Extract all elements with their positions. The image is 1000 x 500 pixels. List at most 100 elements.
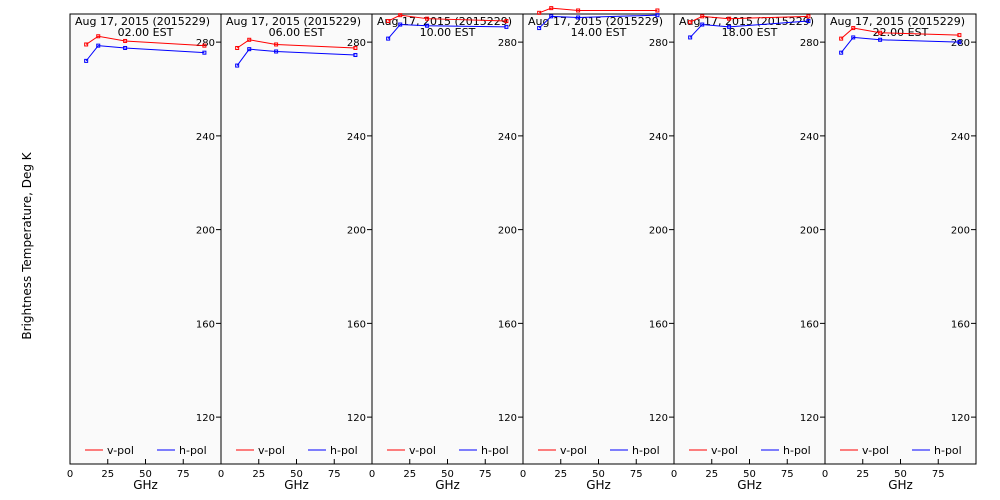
y-tick-label: 240 — [347, 132, 366, 143]
data-point-h-pol — [202, 50, 207, 55]
data-point-h-pol — [425, 23, 430, 28]
legend-label-v-pol: v-pol — [711, 444, 738, 457]
series-line-v-pol — [85, 35, 205, 47]
data-point-v-pol — [576, 8, 581, 13]
data-point-h-pol — [96, 43, 101, 48]
x-tick-label: 50 — [139, 469, 152, 480]
x-tick-label: 50 — [441, 469, 454, 480]
data-point-h-pol — [655, 13, 660, 18]
data-point-v-pol — [851, 26, 856, 31]
x-tick-label: 25 — [554, 469, 567, 480]
data-point-v-pol — [425, 16, 430, 21]
x-axis-label: GHz — [737, 478, 762, 492]
data-point-v-pol — [727, 16, 732, 21]
x-tick-label: 0 — [671, 469, 677, 480]
x-tick-label: 75 — [177, 469, 190, 480]
x-tick-label: 75 — [932, 469, 945, 480]
plot-area — [220, 13, 373, 465]
data-point-v-pol — [274, 42, 279, 47]
y-tick-label: 280 — [649, 38, 668, 49]
y-tick-label: 240 — [951, 132, 970, 143]
y-tick-label: 240 — [196, 132, 215, 143]
legend-label-h-pol: h-pol — [179, 444, 207, 457]
panel-title: Aug 17, 2015 (2015229) — [226, 15, 361, 28]
x-axis-label: GHz — [133, 478, 158, 492]
data-point-v-pol — [202, 43, 207, 48]
panel-5: 120 160 200 240 280 0 25 50 75 Aug 17, 2015 (2015… — [671, 13, 826, 492]
x-tick-label: 25 — [705, 469, 718, 480]
y-tick-label: 120 — [649, 413, 668, 424]
y-tick-label: 160 — [800, 319, 819, 330]
data-point-h-pol — [851, 35, 856, 40]
series-line-v-pol — [236, 39, 356, 49]
y-tick-label: 160 — [498, 319, 517, 330]
y-tick-label: 120 — [800, 413, 819, 424]
data-point-h-pol — [386, 36, 391, 41]
data-point-v-pol — [957, 33, 962, 38]
x-axis-label: GHz — [586, 478, 611, 492]
x-tick-label: 0 — [520, 469, 526, 480]
panel-title: Aug 17, 2015 (2015229) — [75, 15, 210, 28]
plot-area — [522, 13, 675, 465]
data-point-h-pol — [839, 50, 844, 55]
panel-subtitle: 10.00 EST — [420, 26, 476, 39]
panel-title: Aug 17, 2015 (2015229) — [528, 15, 663, 28]
y-tick-label: 200 — [498, 226, 517, 237]
legend-label-h-pol: h-pol — [783, 444, 811, 457]
x-tick-label: 25 — [252, 469, 265, 480]
plot-area — [824, 13, 977, 465]
data-point-v-pol — [878, 30, 883, 35]
data-point-h-pol — [398, 22, 403, 27]
y-tick-label: 200 — [951, 226, 970, 237]
x-tick-label: 25 — [101, 469, 114, 480]
panel-4: 120 160 200 240 280 0 25 50 75 Aug 17, 2015 (2015… — [520, 6, 675, 492]
x-tick-label: 25 — [403, 469, 416, 480]
x-tick-label: 50 — [290, 469, 303, 480]
y-tick-label: 240 — [649, 132, 668, 143]
data-point-v-pol — [386, 19, 391, 24]
y-tick-label: 280 — [347, 38, 366, 49]
y-tick-label: 200 — [800, 226, 819, 237]
plot-area — [69, 13, 222, 465]
data-point-h-pol — [235, 63, 240, 68]
panel-title: Aug 17, 2015 (2015229) — [830, 15, 965, 28]
legend-label-v-pol: v-pol — [862, 444, 889, 457]
series-line-h-pol — [387, 24, 507, 39]
x-tick-label: 50 — [894, 469, 907, 480]
panel-title: Aug 17, 2015 (2015229) — [679, 15, 814, 28]
data-point-v-pol — [806, 14, 811, 19]
data-point-v-pol — [398, 13, 403, 18]
y-axis-label: Brightness Temperature, Deg K — [20, 151, 34, 339]
panel-subtitle: 22.00 EST — [873, 26, 929, 39]
legend-label-h-pol: h-pol — [632, 444, 660, 457]
data-point-v-pol — [84, 42, 89, 47]
y-tick-label: 240 — [800, 132, 819, 143]
x-tick-label: 0 — [369, 469, 375, 480]
x-tick-label: 0 — [218, 469, 224, 480]
legend-label-v-pol: v-pol — [107, 444, 134, 457]
data-point-v-pol — [700, 14, 705, 19]
legend-label-v-pol: v-pol — [560, 444, 587, 457]
x-tick-label: 25 — [856, 469, 869, 480]
panel-subtitle: 18.00 EST — [722, 26, 778, 39]
series-line-h-pol — [840, 36, 960, 53]
x-axis-label: GHz — [435, 478, 460, 492]
data-point-v-pol — [96, 34, 101, 39]
data-point-v-pol — [549, 6, 554, 11]
series-line-h-pol — [236, 48, 356, 66]
series-line-v-pol — [689, 15, 809, 23]
data-point-v-pol — [247, 37, 252, 42]
x-axis-label: GHz — [888, 478, 913, 492]
y-tick-label: 160 — [347, 319, 366, 330]
data-point-h-pol — [84, 58, 89, 63]
legend-label-h-pol: h-pol — [934, 444, 962, 457]
panel-subtitle: 14.00 EST — [571, 26, 627, 39]
y-tick-label: 280 — [196, 38, 215, 49]
data-point-h-pol — [576, 15, 581, 20]
plot-area — [673, 13, 826, 465]
legend-label-v-pol: v-pol — [258, 444, 285, 457]
y-tick-label: 200 — [347, 226, 366, 237]
x-tick-label: 75 — [328, 469, 341, 480]
data-point-h-pol — [504, 24, 509, 29]
